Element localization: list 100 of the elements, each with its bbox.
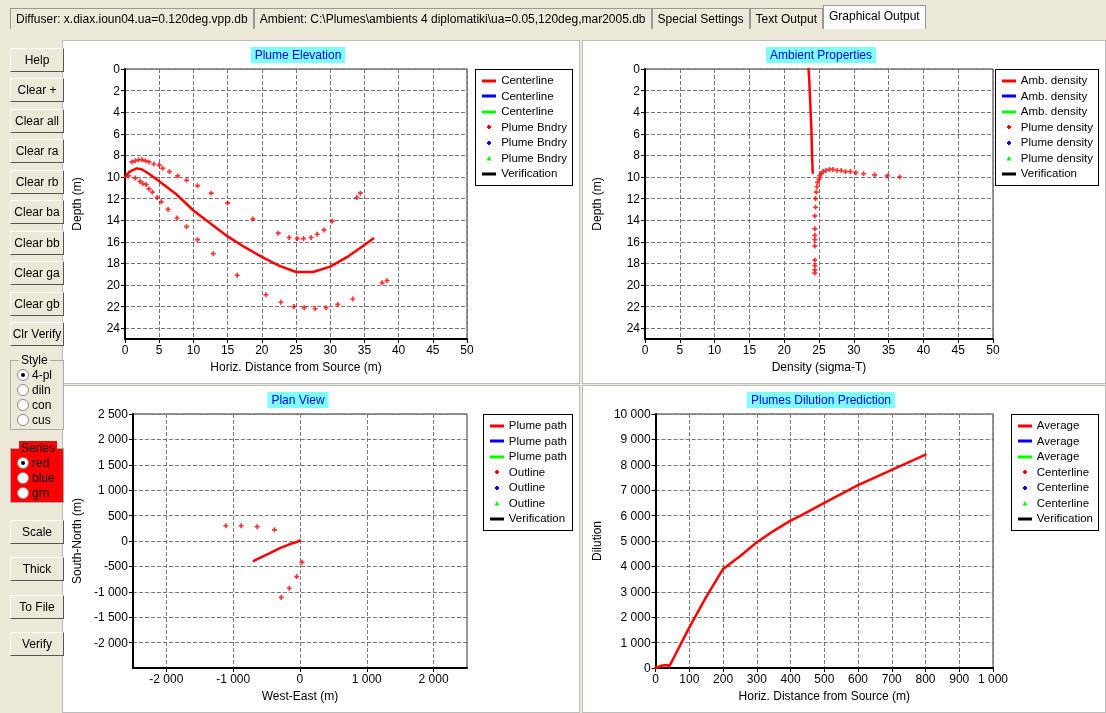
y-tick-label: 12	[106, 191, 121, 206]
button: Clear ra	[10, 139, 64, 164]
point	[286, 585, 292, 591]
point	[379, 280, 385, 286]
legend-label: Outline	[508, 480, 546, 495]
legend-label: Centerline	[1036, 464, 1090, 480]
line-series	[807, 67, 814, 174]
point	[329, 218, 335, 224]
x-tick-label: 50	[460, 343, 474, 357]
y-tick-label: 6 000	[620, 508, 651, 523]
y-tick-label: 500	[107, 508, 129, 523]
x-tick-label: -2 000	[149, 672, 184, 686]
legend-label: Outline	[508, 464, 546, 480]
y-tick-label: 10	[106, 170, 121, 184]
legend-label: Plume path	[508, 433, 567, 449]
legend-label: Average	[1036, 418, 1080, 433]
x-tick-label: 40	[916, 343, 931, 357]
x-tick-label: 400	[780, 672, 801, 686]
legend-label: Amb. density	[1020, 73, 1088, 88]
legend-label: Verification	[1036, 511, 1093, 526]
legend-label: Plume Bndry	[501, 119, 567, 135]
text: Series	[19, 441, 58, 455]
point	[834, 168, 840, 174]
x-tick-label: 30	[323, 343, 338, 357]
y-tick-label: 8	[633, 148, 641, 163]
legend-label: Plume Bndry	[501, 150, 567, 166]
point	[812, 237, 818, 243]
y-tick-label: 14	[626, 213, 641, 228]
y-tick-label: 6	[633, 126, 641, 141]
y-tick-label: 12	[626, 191, 641, 206]
x-tick-label: 100	[679, 672, 700, 686]
x-tick-label: 15	[742, 343, 757, 357]
legend-label: Amb. density	[1020, 88, 1088, 104]
y-tick-label: 24	[626, 321, 641, 336]
button: Clear +	[10, 78, 64, 103]
y-tick-label: 6	[113, 126, 121, 141]
x-tick-label: 10	[186, 343, 201, 357]
point	[156, 162, 162, 168]
y-tick-label: 2 000	[97, 432, 129, 447]
text: 4-pl	[32, 367, 53, 382]
point	[321, 227, 327, 233]
x-tick-label: 2 000	[418, 672, 449, 686]
y-tick-label: 18	[106, 256, 121, 271]
text: con	[32, 397, 52, 412]
point	[175, 173, 181, 179]
x-tick-label: 5	[155, 343, 163, 357]
y-tick-label: 24	[106, 321, 121, 336]
x-tick-label: 1 000	[351, 672, 383, 686]
tab: Text Output	[749, 8, 823, 29]
text: red	[32, 455, 50, 470]
point	[853, 170, 859, 176]
y-tick-label: -500	[103, 559, 129, 574]
point	[225, 200, 231, 206]
y-tick-label: 8 000	[620, 457, 651, 472]
point	[335, 301, 341, 307]
tab: Special Settings	[651, 8, 750, 29]
x-tick-label: 1 000	[977, 672, 1009, 686]
y-tick-label: 5 000	[620, 534, 651, 548]
x-tick-label: 500	[814, 672, 835, 686]
y-axis-title: Depth (m)	[70, 177, 84, 231]
button: Clear all	[10, 108, 64, 133]
legend-label: Centerline	[501, 73, 554, 88]
point	[263, 292, 269, 298]
y-tick-label: 4 000	[620, 559, 651, 574]
y-tick-label: 8	[113, 148, 121, 163]
x-tick-label: 300	[746, 672, 768, 686]
point	[813, 189, 819, 195]
point	[384, 278, 390, 284]
x-tick-label: 800	[915, 672, 936, 686]
y-tick-label: 3 000	[620, 584, 651, 599]
x-tick-label: 600	[848, 672, 869, 686]
chart-title: Plumes Dilution Prediction	[750, 393, 892, 407]
point	[174, 215, 180, 221]
point	[812, 213, 818, 219]
y-axis-title: Depth (m)	[590, 177, 604, 231]
legend-label: Average	[1036, 449, 1080, 464]
point	[272, 527, 278, 533]
point	[140, 180, 146, 186]
point	[308, 234, 314, 240]
point	[151, 161, 157, 167]
button: Help	[10, 48, 64, 72]
point	[238, 523, 244, 529]
point	[146, 186, 152, 192]
text: grn	[32, 485, 50, 500]
point	[132, 175, 138, 181]
legend-label: Verification	[508, 511, 566, 526]
point	[897, 174, 903, 180]
button: Clear rb	[10, 169, 64, 194]
y-axis-title: South-North (m)	[70, 497, 84, 585]
point	[184, 177, 190, 183]
legend-label: Plume density	[1020, 135, 1093, 150]
point	[357, 190, 363, 196]
legend-label: Centerline	[1036, 495, 1090, 511]
x-axis-title: West-East (m)	[261, 689, 339, 703]
point	[223, 523, 229, 529]
point	[812, 232, 818, 238]
point	[350, 296, 356, 302]
point	[286, 234, 292, 240]
button: Scale	[10, 520, 64, 544]
point	[234, 272, 240, 278]
